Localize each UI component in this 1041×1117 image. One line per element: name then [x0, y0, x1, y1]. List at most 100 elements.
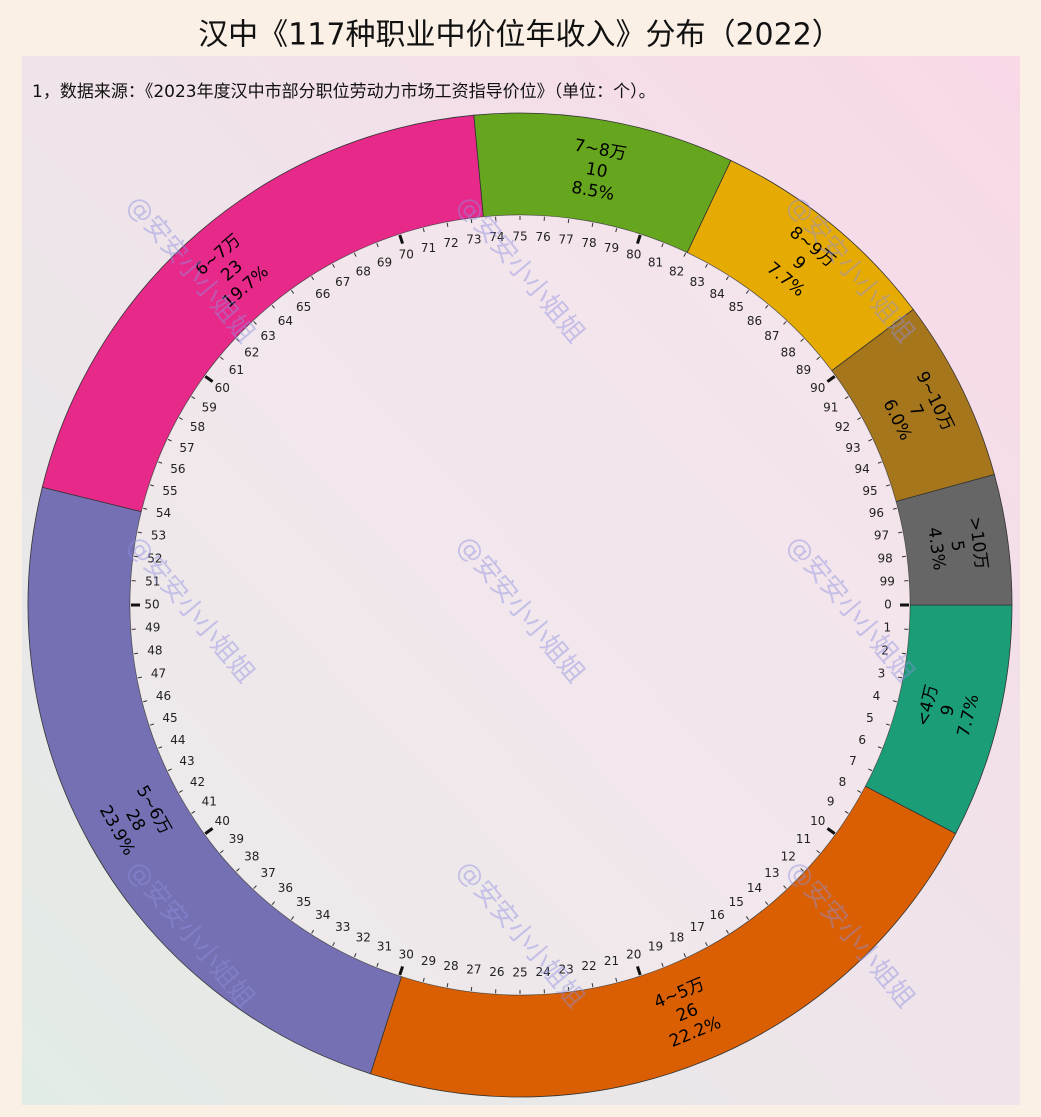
tick-label: 92 — [835, 420, 850, 434]
tick-mark — [470, 219, 473, 224]
tick-label: 14 — [747, 881, 762, 895]
tick-mark — [705, 263, 708, 268]
tick-label: 38 — [244, 849, 259, 863]
tick-mark — [143, 700, 148, 703]
tick-label: 73 — [466, 232, 481, 246]
tick-mark — [178, 790, 183, 793]
tick-mark — [422, 977, 425, 982]
tick-mark — [236, 338, 240, 342]
tick-label: 49 — [145, 621, 160, 635]
tick-mark — [253, 885, 257, 889]
tick-mark — [765, 304, 769, 309]
tick-mark — [591, 983, 594, 988]
tick-mark — [886, 723, 891, 726]
tick-label: 15 — [729, 895, 744, 909]
tick-mark — [901, 652, 906, 655]
tick-mark — [167, 768, 172, 772]
tick-label: 37 — [260, 866, 275, 880]
tick-label: 8 — [839, 775, 847, 789]
tick-label: 2 — [881, 644, 889, 658]
tick-mark — [800, 868, 804, 872]
tick-mark — [167, 438, 172, 442]
tick-label: 56 — [170, 462, 185, 476]
tick-label: 10 — [810, 814, 825, 828]
tick-label: 94 — [855, 462, 870, 476]
tick-label: 80 — [626, 248, 641, 262]
tick-label: 44 — [170, 733, 185, 747]
tick-mark — [898, 676, 903, 679]
tick-label: 57 — [179, 441, 194, 455]
tick-mark — [219, 356, 224, 360]
tick-label: 9 — [827, 795, 835, 809]
major-tick — [398, 234, 405, 245]
tick-mark — [745, 916, 750, 921]
tick-label: 36 — [278, 881, 293, 895]
tick-label: 64 — [278, 314, 293, 328]
tick-label: 48 — [147, 644, 162, 658]
tick-label: 68 — [356, 265, 371, 279]
tick-label: 98 — [877, 551, 892, 565]
tick-mark — [705, 942, 708, 947]
tick-mark — [353, 252, 357, 257]
tick-label: 71 — [421, 241, 436, 255]
tick-label: 82 — [669, 265, 684, 279]
tick-mark — [877, 746, 882, 749]
tick-mark — [311, 929, 315, 934]
tick-label: 6 — [858, 733, 866, 747]
tick-mark — [219, 850, 224, 854]
tick-mark — [134, 652, 139, 655]
tick-mark — [661, 962, 664, 967]
tick-mark — [567, 219, 570, 224]
major-tick — [635, 965, 642, 976]
major-tick — [204, 827, 214, 835]
tick-mark — [844, 396, 849, 400]
tick-label: 0 — [884, 598, 892, 612]
tick-label: 25 — [512, 966, 527, 980]
tick-mark — [143, 507, 148, 510]
inner-circle — [130, 215, 910, 995]
tick-label: 95 — [862, 484, 877, 498]
tick-label: 61 — [229, 363, 244, 377]
tick-label: 88 — [781, 346, 796, 360]
tick-label: 18 — [669, 930, 684, 944]
tick-label: 40 — [215, 814, 230, 828]
tick-label: 7 — [849, 754, 857, 768]
tick-mark — [236, 868, 240, 872]
subtitle: 1，数据来源：《2023年度汉中市部分职位劳动力市场工资指导价位》（单位：个）。 — [32, 82, 656, 102]
tick-mark — [311, 276, 315, 281]
tick-label: 69 — [377, 255, 392, 269]
tick-mark — [892, 507, 897, 510]
tick-label: 23 — [558, 963, 573, 977]
tick-mark — [376, 243, 379, 248]
tick-mark — [376, 962, 379, 967]
tick-mark — [253, 321, 257, 325]
tick-mark — [271, 304, 275, 309]
major-tick — [398, 965, 405, 976]
tick-mark — [901, 555, 906, 558]
tick-label: 63 — [260, 329, 275, 343]
tick-label: 46 — [156, 689, 171, 703]
tick-mark — [844, 810, 849, 814]
tick-mark — [783, 885, 787, 889]
tick-label: 93 — [845, 441, 860, 455]
tick-label: 77 — [558, 232, 573, 246]
major-tick — [826, 827, 836, 835]
tick-label: 24 — [535, 965, 550, 979]
tick-mark — [783, 321, 787, 325]
tick-label: 35 — [296, 895, 311, 909]
tick-label: 13 — [764, 866, 779, 880]
tick-label: 90 — [810, 381, 825, 395]
tick-label: 62 — [244, 346, 259, 360]
tick-label: 29 — [421, 954, 436, 968]
tick-mark — [290, 289, 295, 294]
tick-label: 74 — [489, 230, 504, 244]
tick-mark — [725, 276, 729, 281]
tick-mark — [470, 986, 473, 991]
tick-label: 97 — [874, 529, 889, 543]
tick-label: 39 — [229, 832, 244, 846]
tick-label: 59 — [202, 400, 217, 414]
value-label: 10 — [584, 159, 609, 182]
tick-label: 86 — [747, 314, 762, 328]
tick-label: 60 — [215, 381, 230, 395]
tick-label: 22 — [581, 959, 596, 973]
